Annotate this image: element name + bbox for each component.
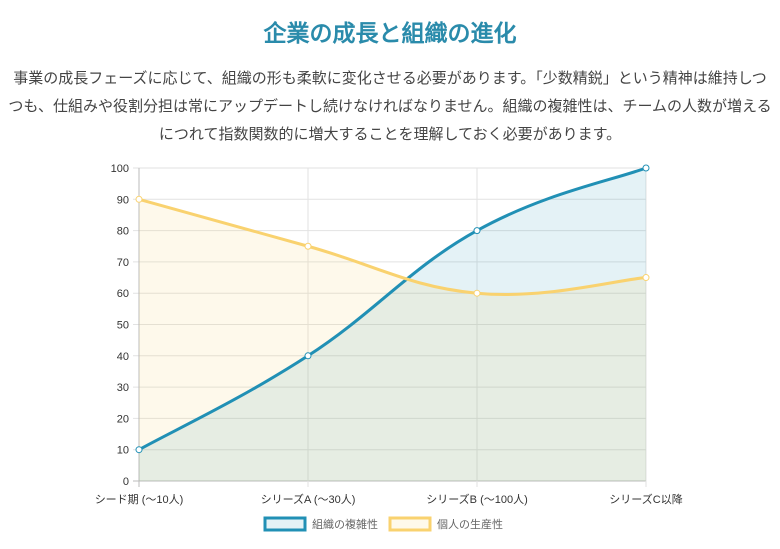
data-point	[642, 164, 650, 172]
x-tick-label: シリーズB (〜100人)	[426, 492, 528, 506]
y-tick-label: 100	[111, 163, 129, 175]
data-point	[304, 352, 312, 360]
legend-swatch	[388, 516, 432, 532]
y-tick-label: 40	[117, 351, 129, 363]
data-point	[304, 242, 312, 250]
data-point	[642, 274, 650, 282]
y-tick-label: 0	[123, 476, 129, 488]
series-line-1	[138, 197, 647, 296]
page-description: 事業の成長フェーズに応じて、組織の形も柔軟に変化させる必要があります。「少数精鋭…	[8, 69, 772, 143]
legend-swatch	[263, 516, 307, 532]
x-tick-label: シリーズC以降	[609, 492, 682, 506]
data-point	[135, 446, 143, 454]
x-tick-label: シード期 (〜10人)	[95, 493, 184, 506]
page-title: 企業の成長と組織の進化	[263, 21, 517, 47]
data-point	[473, 289, 481, 297]
y-tick-label: 20	[117, 413, 129, 425]
data-point	[473, 227, 481, 235]
legend-label: 個人の生産性	[437, 517, 503, 531]
y-tick-label: 30	[117, 382, 129, 394]
series-area-1	[139, 199, 646, 482]
y-tick-label: 50	[117, 320, 129, 332]
y-tick-label: 90	[117, 194, 129, 206]
y-tick-label: 60	[117, 288, 129, 300]
y-tick-label: 70	[117, 257, 129, 269]
series-line-0	[138, 166, 647, 452]
y-tick-label: 80	[117, 226, 129, 238]
y-tick-label: 10	[117, 445, 129, 457]
legend-label: 組織の複雑性	[312, 517, 378, 531]
x-tick-label: シリーズA (〜30人)	[261, 492, 356, 506]
data-point	[135, 195, 143, 203]
series-area-0	[139, 168, 646, 481]
